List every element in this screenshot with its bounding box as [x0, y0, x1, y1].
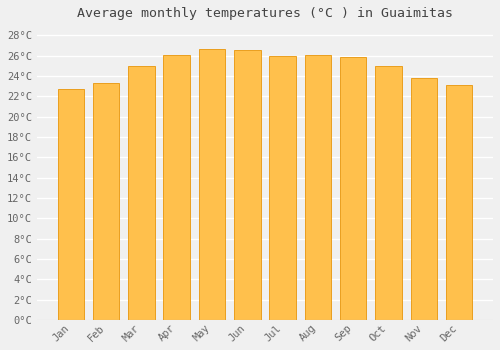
Bar: [375, 66, 402, 320]
Bar: [340, 57, 366, 320]
Bar: [128, 66, 154, 320]
Bar: [164, 55, 190, 320]
Bar: [446, 85, 472, 320]
Title: Average monthly temperatures (°C ) in Guaimitas: Average monthly temperatures (°C ) in Gu…: [77, 7, 453, 20]
Bar: [304, 55, 331, 320]
Bar: [234, 50, 260, 320]
Bar: [58, 89, 84, 320]
Bar: [93, 83, 120, 320]
Bar: [410, 78, 437, 320]
Bar: [270, 56, 296, 320]
Bar: [198, 49, 225, 320]
